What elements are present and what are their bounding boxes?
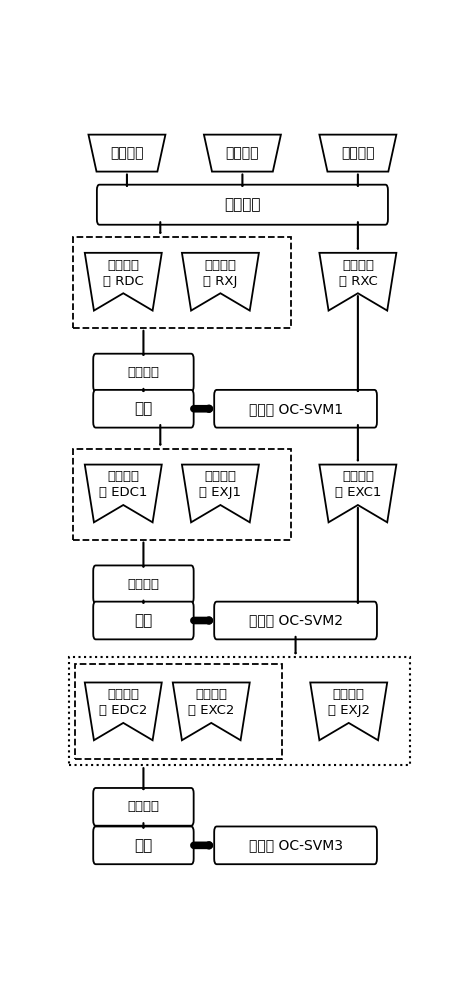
Polygon shape (182, 465, 259, 522)
Polygon shape (182, 253, 259, 311)
Text: 小船切片: 小船切片 (341, 146, 375, 160)
FancyBboxPatch shape (93, 826, 193, 864)
Text: 大船数据
集 RDC: 大船数据 集 RDC (103, 259, 144, 288)
Polygon shape (88, 135, 166, 172)
FancyBboxPatch shape (214, 390, 377, 428)
Polygon shape (173, 682, 250, 740)
Text: 虚警剔除
集 EXJ2: 虚警剔除 集 EXJ2 (328, 688, 370, 717)
FancyBboxPatch shape (93, 602, 193, 639)
Bar (70, 657, 410, 765)
FancyBboxPatch shape (214, 826, 377, 864)
FancyBboxPatch shape (93, 354, 193, 391)
Polygon shape (310, 682, 387, 740)
Bar (73, 237, 291, 328)
Bar (73, 449, 291, 540)
Text: 分类器 OC-SVM3: 分类器 OC-SVM3 (249, 838, 342, 852)
Text: 虚警数据
集 RXJ: 虚警数据 集 RXJ (203, 259, 237, 288)
Bar (75, 664, 281, 759)
Polygon shape (319, 465, 396, 522)
Text: 分类器 OC-SVM1: 分类器 OC-SVM1 (248, 402, 342, 416)
Polygon shape (85, 465, 162, 522)
Text: 虚警剔除
集 EXJ1: 虚警剔除 集 EXJ1 (200, 470, 241, 499)
Text: 特征提取: 特征提取 (224, 197, 261, 212)
FancyBboxPatch shape (93, 390, 193, 428)
Polygon shape (85, 682, 162, 740)
FancyBboxPatch shape (214, 602, 377, 639)
Text: 交叉验证: 交叉验证 (127, 366, 159, 379)
Text: 大船切片: 大船切片 (110, 146, 144, 160)
Polygon shape (85, 253, 162, 311)
Text: 交叉验证: 交叉验证 (127, 800, 159, 813)
Text: 大船漏检
集 EDC1: 大船漏检 集 EDC1 (99, 470, 148, 499)
Text: 交叉验证: 交叉验证 (127, 578, 159, 591)
Polygon shape (319, 135, 396, 172)
Text: 训练: 训练 (134, 838, 153, 853)
Text: 小船漏检
集 EXC2: 小船漏检 集 EXC2 (188, 688, 235, 717)
Polygon shape (319, 253, 396, 311)
Text: 大船漏检
集 EDC2: 大船漏检 集 EDC2 (99, 688, 148, 717)
Text: 小船漏检
集 EXC1: 小船漏检 集 EXC1 (335, 470, 381, 499)
Text: 小船数据
集 RXC: 小船数据 集 RXC (339, 259, 377, 288)
Text: 虚警切片: 虚警切片 (226, 146, 259, 160)
FancyBboxPatch shape (93, 565, 193, 603)
FancyBboxPatch shape (97, 185, 388, 225)
Text: 训练: 训练 (134, 613, 153, 628)
FancyBboxPatch shape (93, 788, 193, 826)
Polygon shape (204, 135, 281, 172)
Text: 分类器 OC-SVM2: 分类器 OC-SVM2 (249, 613, 342, 628)
Text: 训练: 训练 (134, 401, 153, 416)
